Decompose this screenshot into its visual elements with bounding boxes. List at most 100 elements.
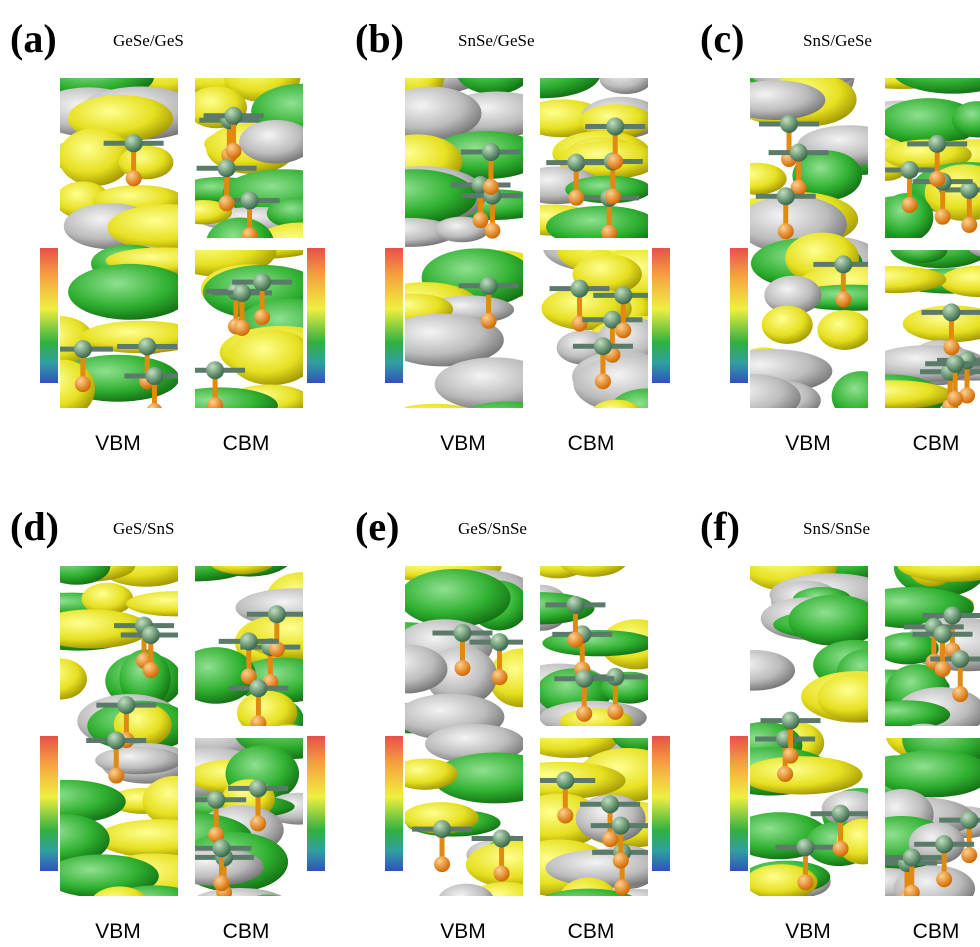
lobe xyxy=(34,609,150,648)
atom xyxy=(117,696,135,714)
colorbar xyxy=(730,736,748,871)
lobe xyxy=(455,45,532,95)
lobe xyxy=(191,888,289,920)
lobe xyxy=(546,206,659,248)
atom xyxy=(778,223,794,239)
atom xyxy=(483,179,499,195)
atom xyxy=(233,284,251,302)
lobe xyxy=(95,747,182,775)
atom xyxy=(901,161,919,179)
atom xyxy=(433,820,451,838)
colorbar xyxy=(385,248,403,383)
atom xyxy=(454,660,470,676)
atom xyxy=(142,626,160,644)
atom xyxy=(790,144,808,162)
atom xyxy=(601,795,619,813)
atom xyxy=(783,748,799,764)
cbm-label: CBM xyxy=(568,432,615,455)
atom xyxy=(108,768,124,784)
lobe xyxy=(701,374,801,422)
atom xyxy=(481,313,497,329)
atom xyxy=(567,154,585,172)
cbm-label: CBM xyxy=(223,432,270,455)
lobe xyxy=(68,264,192,320)
atom xyxy=(557,807,573,823)
panel-title: SnS/GeSe xyxy=(803,31,872,50)
atom xyxy=(250,715,266,731)
lobe xyxy=(237,691,297,735)
lobe xyxy=(822,791,881,827)
atom xyxy=(206,361,224,379)
atom xyxy=(942,303,960,321)
vbm-label: VBM xyxy=(785,432,831,455)
atom xyxy=(934,625,952,643)
atom xyxy=(834,255,852,273)
colorbar xyxy=(730,248,748,383)
panel-title: GeS/SnSe xyxy=(458,519,527,538)
figure: (a)GeSe/GeSVBMCBM(b)SnSe/GeSeVBMCBM(c)Sn… xyxy=(0,0,980,947)
atom xyxy=(213,875,229,891)
atom xyxy=(225,107,243,125)
lobe xyxy=(208,547,275,575)
lobe xyxy=(727,163,787,195)
lobe xyxy=(817,674,893,721)
atom xyxy=(480,277,498,295)
atom xyxy=(797,874,813,890)
panel-title: GeS/SnS xyxy=(113,519,174,538)
atom xyxy=(146,403,162,419)
lobe xyxy=(817,310,871,350)
atom xyxy=(242,228,258,244)
atom xyxy=(614,879,630,895)
lobe xyxy=(438,884,494,918)
atom xyxy=(961,847,977,863)
atom xyxy=(960,811,978,829)
panel-label: (d) xyxy=(10,504,59,549)
panel-label: (c) xyxy=(700,16,744,61)
atom xyxy=(835,291,851,307)
atom xyxy=(575,670,593,688)
atom xyxy=(75,376,91,392)
atom xyxy=(951,650,969,668)
panel-title: SnS/SnSe xyxy=(803,519,870,538)
lobe xyxy=(837,819,890,865)
panel-label: (a) xyxy=(10,16,57,61)
atom xyxy=(234,320,250,336)
atom xyxy=(491,633,509,651)
atom xyxy=(936,871,952,887)
atom xyxy=(494,865,510,881)
atom xyxy=(138,337,156,355)
colorbar xyxy=(307,736,325,871)
lobe xyxy=(591,400,642,428)
isosurface-image xyxy=(710,531,914,939)
atom xyxy=(943,606,961,624)
atom xyxy=(567,632,583,648)
atom xyxy=(782,712,800,730)
atom xyxy=(484,223,500,239)
lobe xyxy=(599,62,652,94)
lobe xyxy=(741,756,862,794)
atom xyxy=(556,771,574,789)
colorbar xyxy=(652,248,670,383)
atom xyxy=(614,286,632,304)
atom xyxy=(434,856,450,872)
isosurface-image xyxy=(160,43,354,274)
atom xyxy=(482,143,500,161)
atom xyxy=(207,397,223,413)
atom xyxy=(777,766,793,782)
panel-label: (b) xyxy=(355,16,404,61)
atom xyxy=(607,154,623,170)
atom xyxy=(928,135,946,153)
lobe xyxy=(242,612,359,660)
atom xyxy=(935,209,951,225)
panel-title: GeSe/GeS xyxy=(113,31,184,50)
lobe xyxy=(366,644,447,693)
lobe xyxy=(229,330,314,385)
atom xyxy=(253,273,271,291)
atom xyxy=(241,192,259,210)
atom xyxy=(605,188,621,204)
atom xyxy=(904,885,920,901)
atom xyxy=(606,118,624,136)
atom xyxy=(249,679,267,697)
atom xyxy=(903,849,921,867)
atom xyxy=(145,367,163,385)
